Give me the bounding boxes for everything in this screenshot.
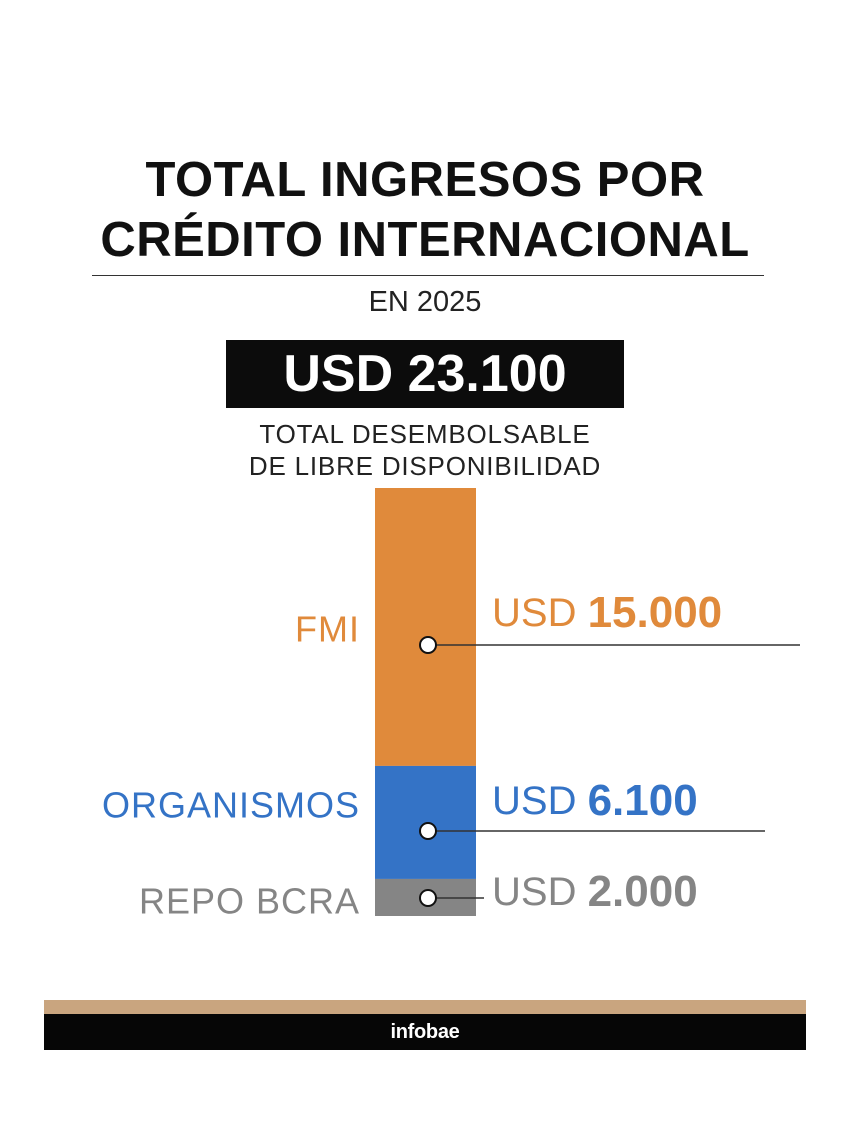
- title-line-2: CRÉDITO INTERNACIONAL: [100, 213, 750, 267]
- total-value-badge: USD 23.100: [226, 340, 624, 408]
- value-amount: 6.100: [588, 776, 698, 825]
- infobae-logo: infobae: [390, 1021, 460, 1043]
- title-line-1: TOTAL INGRESOS POR: [145, 153, 705, 207]
- value-currency: USD: [492, 779, 588, 823]
- value-amount: 2.000: [588, 867, 698, 916]
- marker-dot-repo-bcra: [419, 889, 437, 907]
- bar-segment-fmi: [375, 488, 476, 766]
- category-label-repo-bcra: REPO BCRA: [139, 881, 360, 922]
- value-amount: 15.000: [588, 588, 723, 637]
- value-label-fmi: USD 15.000: [492, 588, 722, 637]
- value-label-repo-bcra: USD 2.000: [492, 867, 698, 916]
- stacked-bar-chart: FMI USD 15.000 ORGANISMOS USD 6.100 REPO BCR…: [102, 488, 800, 922]
- value-label-organismos: USD 6.100: [492, 776, 698, 825]
- total-caption-line-1: TOTAL DESEMBOLSABLE: [259, 419, 591, 449]
- value-currency: USD: [492, 870, 588, 914]
- category-label-fmi: FMI: [295, 609, 360, 650]
- marker-dot-organismos: [419, 822, 437, 840]
- footer-stripe: [44, 1000, 806, 1014]
- chart-title: TOTAL INGRESOS POR CRÉDITO INTERNACIONAL: [0, 150, 850, 270]
- total-caption: TOTAL DESEMBOLSABLE DE LIBRE DISPONIBILI…: [0, 418, 850, 482]
- value-currency: USD: [492, 591, 588, 635]
- category-label-organismos: ORGANISMOS: [102, 785, 360, 826]
- marker-dot-fmi: [419, 636, 437, 654]
- footer-bar: [44, 1014, 806, 1050]
- total-caption-line-2: DE LIBRE DISPONIBILIDAD: [248, 451, 602, 481]
- title-divider: [92, 275, 764, 276]
- chart-subtitle: EN 2025: [368, 286, 482, 318]
